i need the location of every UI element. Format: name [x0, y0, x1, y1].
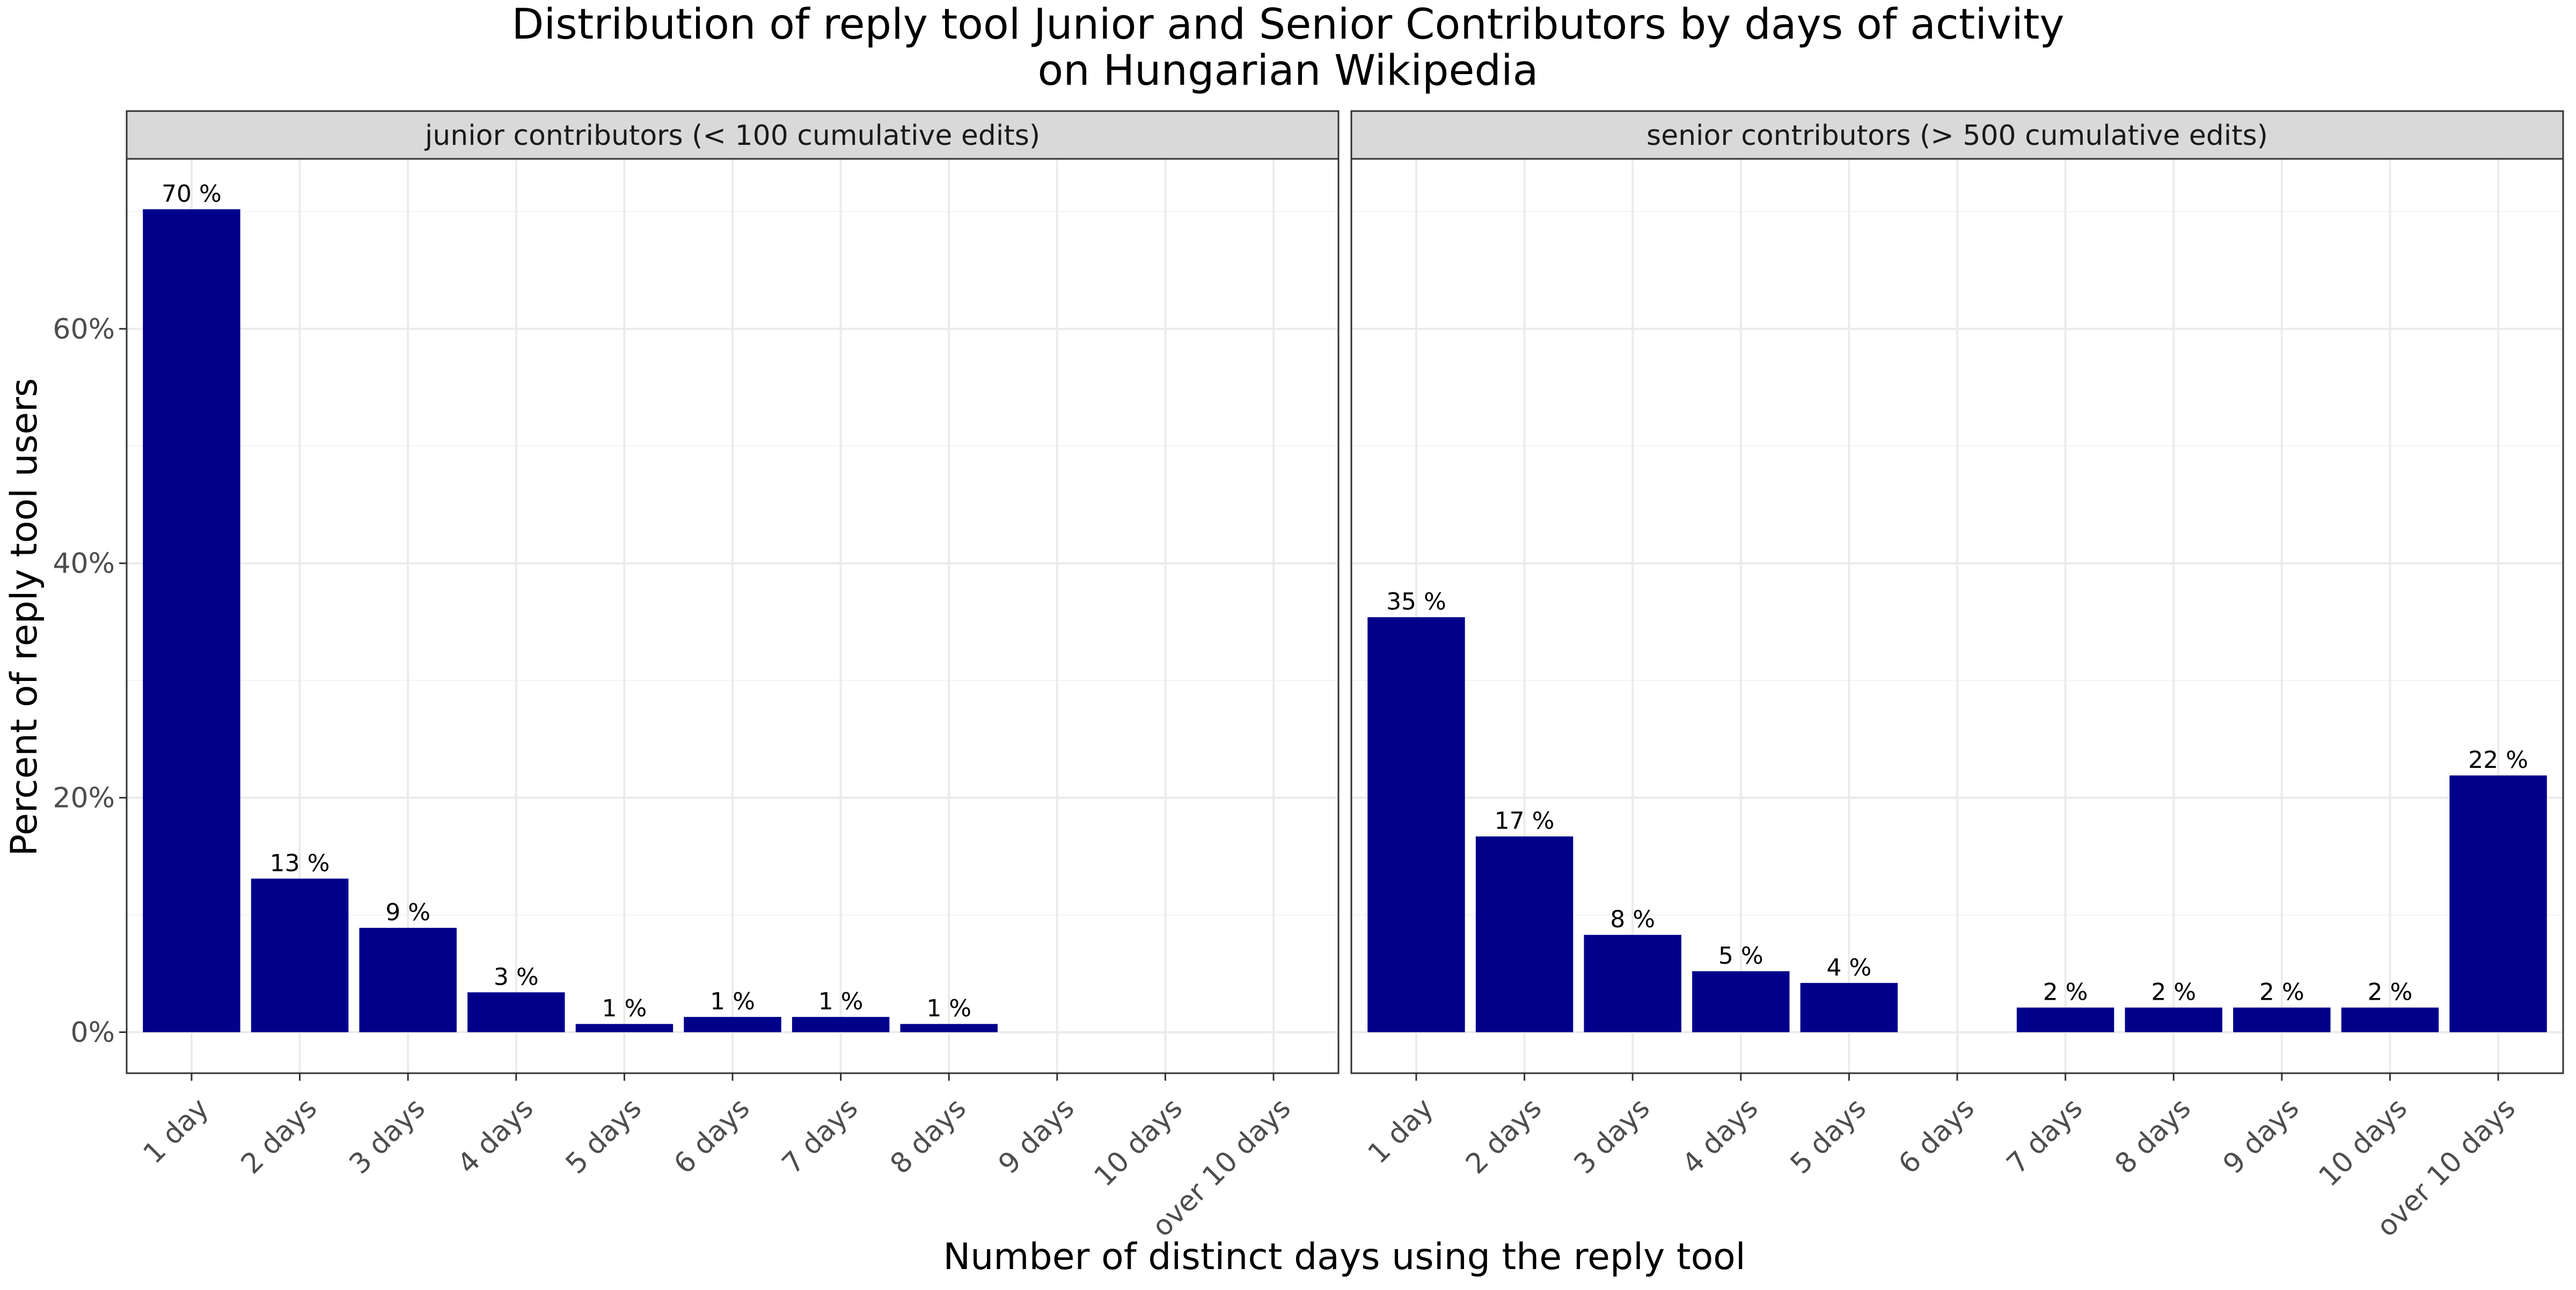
data-label-1-3: 9 %	[385, 899, 430, 926]
x-tick-label: 5 days	[1784, 1092, 1872, 1180]
data-label-1-4: 3 %	[494, 963, 539, 991]
data-label-2-9: 2 %	[2259, 979, 2304, 1006]
bar-2-9	[2233, 1007, 2331, 1032]
chart-title-line-1: Distribution of reply tool Junior and Se…	[511, 1, 2064, 49]
x-tick-label: 1 day	[1362, 1092, 1440, 1170]
bar-2-2	[1475, 836, 1574, 1032]
data-label-2-3: 8 %	[1610, 906, 1655, 933]
x-tick-label: 3 days	[343, 1092, 431, 1180]
bar-1-2	[251, 878, 349, 1032]
x-tick-label: 2 days	[235, 1092, 323, 1180]
x-tick-label: 8 days	[884, 1092, 972, 1180]
x-tick-label: 7 days	[2001, 1092, 2089, 1180]
panel-strip-label-1: junior contributors (< 100 cumulative ed…	[425, 120, 1040, 152]
panels: junior contributors (< 100 cumulative ed…	[53, 110, 2564, 1243]
chart-title-line-2: on Hungarian Wikipedia	[1038, 47, 1539, 95]
x-tick-label: 10 days	[1088, 1092, 1189, 1193]
x-tick-label: 4 days	[1676, 1092, 1764, 1180]
data-label-2-7: 2 %	[2043, 979, 2088, 1006]
y-tick-label: 60%	[53, 313, 115, 346]
y-axis-label: Percent of reply tool users	[3, 378, 46, 856]
bar-2-10	[2341, 1007, 2439, 1032]
y-tick-label: 40%	[53, 548, 115, 580]
x-tick-label: 5 days	[560, 1092, 648, 1180]
bar-2-11	[2449, 775, 2547, 1032]
x-tick-label: 4 days	[451, 1092, 539, 1180]
data-label-2-11: 22 %	[2468, 746, 2528, 774]
bar-1-6	[684, 1017, 781, 1032]
data-label-1-1: 70 %	[162, 180, 222, 208]
x-tick-label: 8 days	[2109, 1092, 2197, 1180]
panel-strip-1	[126, 110, 1340, 160]
bar-2-1	[1367, 617, 1465, 1032]
data-label-2-2: 17 %	[1495, 808, 1555, 835]
x-tick-label: 2 days	[1460, 1092, 1548, 1180]
bar-2-3	[1584, 935, 1681, 1032]
x-tick-label: 10 days	[2313, 1092, 2414, 1193]
data-label-1-2: 13 %	[270, 849, 330, 877]
data-label-1-7: 1 %	[818, 988, 863, 1015]
y-tick-label: 0%	[71, 1017, 115, 1049]
x-tick-label: 6 days	[668, 1092, 756, 1180]
x-tick-label: 7 days	[776, 1092, 864, 1180]
data-label-1-6: 1 %	[710, 988, 755, 1015]
y-tick-label: 20%	[53, 782, 115, 815]
data-label-2-10: 2 %	[2368, 979, 2413, 1006]
bar-2-7	[2016, 1007, 2114, 1032]
data-label-1-8: 1 %	[926, 995, 971, 1022]
bar-1-8	[900, 1024, 998, 1032]
x-tick-label: 1 day	[137, 1092, 215, 1170]
x-tick-label: 9 days	[2217, 1092, 2305, 1180]
x-tick-label: 3 days	[1568, 1092, 1656, 1180]
data-label-2-5: 4 %	[1826, 954, 1871, 981]
data-label-2-8: 2 %	[2151, 979, 2196, 1006]
data-label-1-5: 1 %	[602, 995, 647, 1022]
bar-1-4	[467, 992, 565, 1032]
bar-1-1	[143, 209, 240, 1032]
bar-1-3	[359, 928, 457, 1032]
panel-strip-label-2: senior contributors (> 500 cumulative ed…	[1646, 120, 2268, 152]
bar-2-8	[2125, 1007, 2222, 1032]
x-axis-label: Number of distinct days using the reply …	[943, 1236, 1745, 1278]
bar-1-7	[792, 1017, 890, 1032]
data-label-2-1: 35 %	[1386, 588, 1446, 615]
x-tick-label: 6 days	[1892, 1092, 1980, 1180]
bar-1-5	[575, 1024, 674, 1032]
data-label-2-4: 5 %	[1718, 942, 1763, 970]
x-tick-label: 9 days	[992, 1092, 1080, 1180]
bar-2-5	[1800, 983, 1898, 1032]
bar-2-4	[1692, 971, 1790, 1032]
